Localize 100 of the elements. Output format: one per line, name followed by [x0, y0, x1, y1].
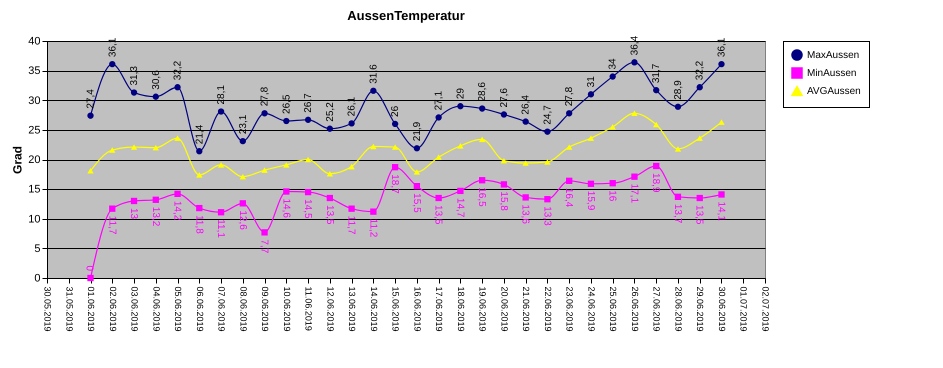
point: [283, 118, 290, 124]
x-tick-label: 02.06.2019: [108, 286, 118, 332]
point: [653, 162, 660, 170]
point: [283, 162, 290, 168]
data-label: 18,9: [650, 173, 662, 193]
point: [435, 114, 442, 121]
data-label: 13,5: [432, 205, 444, 225]
point: [240, 174, 246, 180]
x-tick-label: 04.06.2019: [151, 286, 162, 332]
point: [196, 148, 202, 154]
y-tick-label: 5: [34, 242, 40, 255]
point: [478, 177, 486, 184]
data-label: 26,7: [303, 92, 314, 113]
point: [522, 118, 529, 125]
x-tick-label: 07.06.2019: [216, 286, 227, 332]
point: [718, 60, 725, 68]
point: [218, 209, 224, 216]
point: [304, 156, 312, 162]
data-label: 11,8: [193, 215, 204, 234]
point: [348, 206, 355, 212]
data-label: 24,7: [542, 104, 554, 125]
data-label: 21,4: [194, 124, 206, 144]
data-label: 13: [128, 208, 140, 220]
point: [696, 84, 703, 90]
y-tick-label: 25: [28, 124, 40, 136]
point: [435, 154, 442, 160]
data-label: 13,6: [520, 204, 531, 224]
data-label: 28,9: [672, 80, 684, 100]
point: [109, 60, 116, 68]
point: [196, 172, 202, 178]
x-tick-label: 24.06.2019: [586, 286, 596, 332]
point: [218, 108, 224, 115]
point: [304, 116, 312, 123]
x-tick-label: 13.06.2019: [347, 286, 358, 332]
point: [435, 194, 442, 202]
x-tick-label: 09.06.2019: [260, 286, 270, 332]
data-label: 27,8: [260, 86, 271, 106]
point: [696, 194, 703, 202]
point: [653, 122, 660, 128]
data-label: 27,6: [498, 88, 510, 108]
data-label: 15,9: [584, 190, 596, 211]
point: [522, 160, 529, 166]
data-label: 11,7: [106, 216, 118, 235]
point: [544, 128, 551, 135]
x-tick-label: 28.06.2019: [673, 286, 684, 332]
point: [610, 124, 616, 130]
legend-label: AVGAussen: [807, 86, 861, 97]
point: [631, 59, 638, 66]
x-tick-label: 06.06.2019: [194, 286, 205, 332]
data-label: 7,7: [258, 239, 270, 254]
point: [696, 135, 703, 141]
point: [130, 89, 138, 96]
point: [500, 181, 508, 188]
point: [283, 188, 290, 195]
x-tick-label: 14.06.2019: [368, 286, 379, 332]
y-tick-label: 10: [28, 213, 40, 226]
point: [588, 180, 594, 187]
data-label: 11,1: [215, 219, 226, 238]
x-tick-label: 25.06.2019: [608, 286, 618, 332]
data-label: 14,6: [280, 198, 292, 218]
point: [457, 103, 464, 110]
y-tick-label: 20: [28, 154, 40, 166]
point: [566, 144, 572, 150]
point: [326, 126, 334, 132]
point: [152, 144, 159, 150]
point: [326, 170, 334, 176]
x-tick-label: 12.06.2019: [325, 286, 336, 332]
point: [392, 164, 398, 170]
data-label: 12,6: [236, 210, 248, 230]
point: [196, 204, 202, 212]
point: [610, 73, 616, 80]
point: [240, 200, 246, 207]
data-label: 14,7: [454, 198, 466, 218]
data-label: 26,5: [281, 94, 292, 114]
data-label: 14,2: [172, 200, 183, 221]
data-label: 26,4: [520, 94, 532, 115]
data-label: 31,3: [129, 66, 140, 86]
x-tick-label: 30.05.2019: [42, 286, 52, 332]
data-label: 11,2: [367, 218, 378, 238]
point: [588, 91, 594, 98]
x-tick-label: 30.06.2019: [716, 286, 727, 332]
x-tick-label: 31.05.2019: [64, 286, 74, 332]
legend-label: MinAussen: [807, 68, 856, 79]
y-axis-title: Grad: [10, 146, 24, 174]
point: [152, 196, 159, 203]
point: [174, 84, 181, 90]
x-tick-label: 29.06.2019: [695, 286, 706, 332]
data-label: 13,5: [324, 205, 335, 225]
point: [152, 94, 159, 100]
y-tick-label: 40: [28, 36, 40, 48]
legend-label: MaxAussen: [807, 50, 860, 61]
data-label: 21,9: [412, 121, 423, 142]
point: [218, 162, 224, 168]
point: [370, 88, 377, 94]
x-tick-label: 20.06.2019: [499, 286, 510, 332]
x-tick-label: 26.06.2019: [630, 286, 640, 332]
point: [130, 144, 138, 150]
chart-title: AussenTemperatur: [347, 8, 465, 23]
data-label: 15,8: [498, 191, 509, 212]
point: [87, 274, 94, 282]
